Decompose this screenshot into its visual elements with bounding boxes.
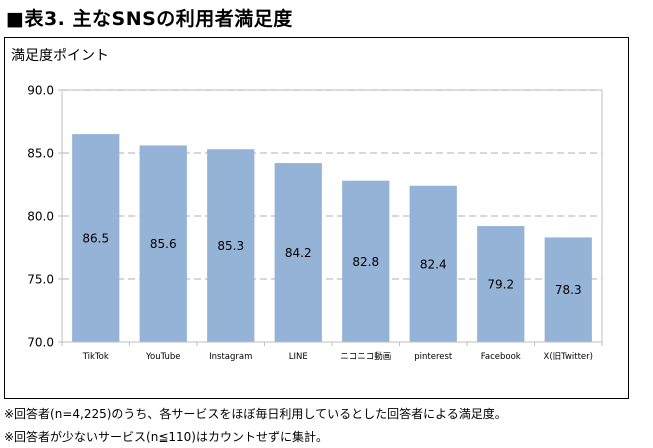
data-label: 85.6 [150, 237, 177, 251]
x-tick-label: pinterest [414, 352, 453, 362]
x-tick-label: X(旧Twitter) [544, 352, 593, 362]
x-tick-label: Facebook [481, 352, 521, 362]
y-tick-label: 80.0 [27, 210, 54, 224]
x-tick-label: LINE [289, 352, 308, 362]
x-tick-label: YouTube [145, 352, 181, 362]
footnote-exclusion: ※回答者が少ないサービス(n≦110)はカウントせずに集計。 [4, 428, 328, 445]
x-tick-label: TikTok [82, 352, 109, 362]
chart-frame: 満足度ポイント 86.5 85.6 85.3 84.2 82.8 82.4 79.2 78.3… [4, 37, 629, 399]
y-tick-label: 85.0 [27, 147, 54, 161]
y-tick-label: 75.0 [27, 273, 54, 287]
footnote-respondents: ※回答者(n=4,225)のうち、各サービスをほぼ毎日利用しているとした回答者に… [4, 405, 507, 422]
chart-title: ■表3. 主なSNSの利用者満足度 [6, 4, 293, 30]
data-label: 85.3 [217, 239, 244, 253]
y-tick-label: 70.0 [27, 336, 54, 350]
data-label: 82.8 [352, 255, 379, 269]
data-label: 79.2 [487, 278, 514, 292]
data-label: 84.2 [285, 246, 312, 260]
x-tick-labels: TikTok YouTube Instagram LINE ニコニコ動画 pinteres… [82, 351, 593, 362]
data-label: 86.5 [82, 232, 109, 246]
x-tick-label: Instagram [209, 352, 252, 362]
data-label: 82.4 [420, 257, 447, 271]
data-label: 78.3 [555, 283, 582, 297]
y-tick-labels: 70.0 75.0 80.0 85.0 90.0 [27, 84, 54, 350]
y-tick-label: 90.0 [27, 84, 54, 98]
bar-chart: 86.5 85.6 85.3 84.2 82.8 82.4 79.2 78.3 70.0 75.… [5, 38, 628, 398]
x-tick-label: ニコニコ動画 [340, 351, 391, 362]
